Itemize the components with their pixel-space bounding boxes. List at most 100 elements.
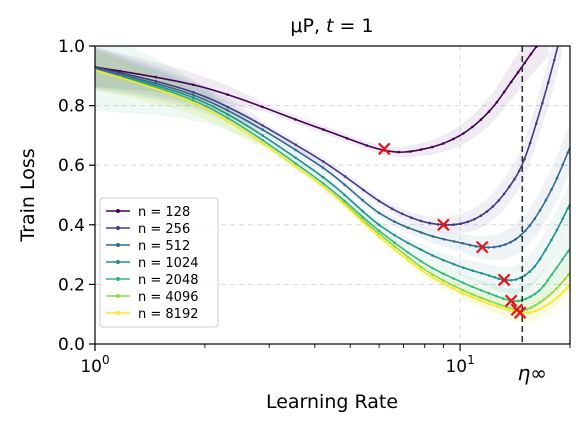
series-point-6-48 (343, 203, 347, 207)
series-point-3-78 (419, 248, 423, 251)
series-point-2-24 (226, 109, 229, 112)
series-point-0-132 (502, 90, 506, 94)
series-point-0-54 (365, 144, 369, 147)
series-point-6-78 (419, 268, 423, 272)
series-point-6-156 (530, 310, 534, 314)
series-point-0-144 (516, 71, 520, 74)
x-tick-label-0: 100 (80, 353, 109, 377)
series-point-2-192 (544, 199, 548, 202)
series-point-5-198 (555, 287, 558, 291)
min-marker-3 (497, 273, 511, 287)
series-point-4-150 (516, 299, 520, 303)
series-point-6-90 (442, 282, 445, 286)
series-point-0-12 (154, 75, 157, 79)
series-lines (95, 46, 570, 315)
series-point-4-30 (261, 138, 265, 142)
series-point-4-180 (538, 289, 541, 292)
series-point-5-114 (479, 296, 482, 300)
series-point-6-120 (487, 302, 491, 306)
series-point-1-90 (428, 221, 431, 225)
series-point-2-162 (519, 234, 522, 237)
series-point-2-90 (442, 237, 446, 241)
legend-label-1: n = 256 (138, 222, 190, 237)
series-point-1-48 (343, 175, 347, 178)
series-point-2-108 (468, 243, 472, 247)
series-point-0-30 (261, 105, 264, 109)
min-marker-stroke-b-6 (513, 306, 527, 319)
series-point-3-156 (514, 278, 518, 281)
series-point-0-48 (345, 137, 349, 140)
series-point-1-42 (321, 160, 325, 163)
series-point-3-162 (519, 276, 522, 280)
series-point-5-168 (534, 304, 537, 307)
series-point-3-90 (442, 258, 445, 262)
series-point-6-204 (562, 290, 566, 293)
series-point-2-150 (509, 240, 512, 244)
series-point-4-216 (566, 250, 569, 254)
min-marker-stroke-b-3 (497, 273, 511, 287)
series-point-0-126 (495, 101, 499, 104)
series-point-2-198 (550, 188, 553, 191)
series-point-3-174 (528, 270, 531, 274)
series-point-6-36 (294, 164, 298, 168)
min-marker-1 (437, 218, 450, 232)
series-point-6-162 (534, 309, 538, 313)
series-point-2-126 (487, 246, 490, 249)
axes: 0.0 0.2 0.4 0.6 0.8 1.0 100 101 (58, 37, 571, 377)
series-point-0-108 (471, 125, 474, 129)
series-point-1-18 (192, 91, 195, 94)
series-point-1-24 (226, 105, 229, 109)
series-point-5-210 (563, 277, 566, 281)
series-point-3-108 (471, 269, 475, 273)
min-marker-2 (475, 240, 489, 254)
series-point-1-84 (419, 219, 423, 223)
series-point-2-114 (474, 245, 478, 248)
series-point-3-210 (561, 217, 565, 220)
x-axis-label: Learning Rate (266, 391, 398, 413)
series-point-1-120 (466, 220, 470, 224)
series-point-3-48 (343, 193, 347, 197)
legend: n = 128 n = 256 n = 512 n = 1024 n = 2048 n =… (99, 197, 219, 328)
series-point-6-126 (497, 305, 501, 309)
series-point-5-156 (525, 307, 529, 311)
min-marker-stroke-b-0 (378, 142, 391, 156)
series-point-3-30 (261, 134, 265, 137)
series-point-5-216 (567, 273, 570, 276)
legend-dot-5 (116, 294, 120, 298)
y-tick-label-4: 0.8 (58, 97, 85, 117)
y-axis-label: Train Loss (17, 148, 39, 242)
band-5 (95, 49, 570, 323)
series-point-6-96 (452, 287, 455, 291)
series-point-4-90 (442, 272, 445, 276)
series-point-5-174 (538, 301, 542, 304)
series-point-6-192 (555, 296, 559, 299)
grid (95, 46, 570, 344)
series-point-3-114 (480, 272, 483, 275)
series-point-6-84 (431, 276, 434, 279)
min-marker-stroke-b-4 (504, 294, 518, 308)
legend-dot-1 (116, 226, 120, 230)
series-point-5-120 (487, 299, 491, 303)
series-point-2-174 (528, 224, 532, 227)
y-tick-label-5: 1.0 (58, 37, 85, 57)
series-point-4-192 (546, 279, 549, 282)
series-point-6-24 (226, 119, 229, 123)
series-point-3-72 (406, 241, 410, 245)
series-point-3-102 (462, 266, 465, 270)
series-point-5-72 (406, 255, 410, 259)
series-point-4-102 (462, 281, 465, 285)
series-point-5-162 (529, 306, 533, 310)
series-point-0-66 (397, 150, 401, 154)
series-point-0-84 (430, 145, 434, 149)
series-point-1-156 (502, 192, 506, 196)
series-point-6-60 (377, 235, 381, 238)
series-point-3-150 (510, 278, 513, 282)
series-point-3-168 (523, 274, 527, 277)
series-point-0-138 (509, 80, 513, 84)
legend-dot-3 (116, 260, 120, 264)
series-point-2-84 (431, 235, 435, 238)
series-point-2-54 (361, 198, 364, 202)
series-point-3-66 (393, 233, 396, 237)
series-point-6-180 (547, 302, 551, 306)
